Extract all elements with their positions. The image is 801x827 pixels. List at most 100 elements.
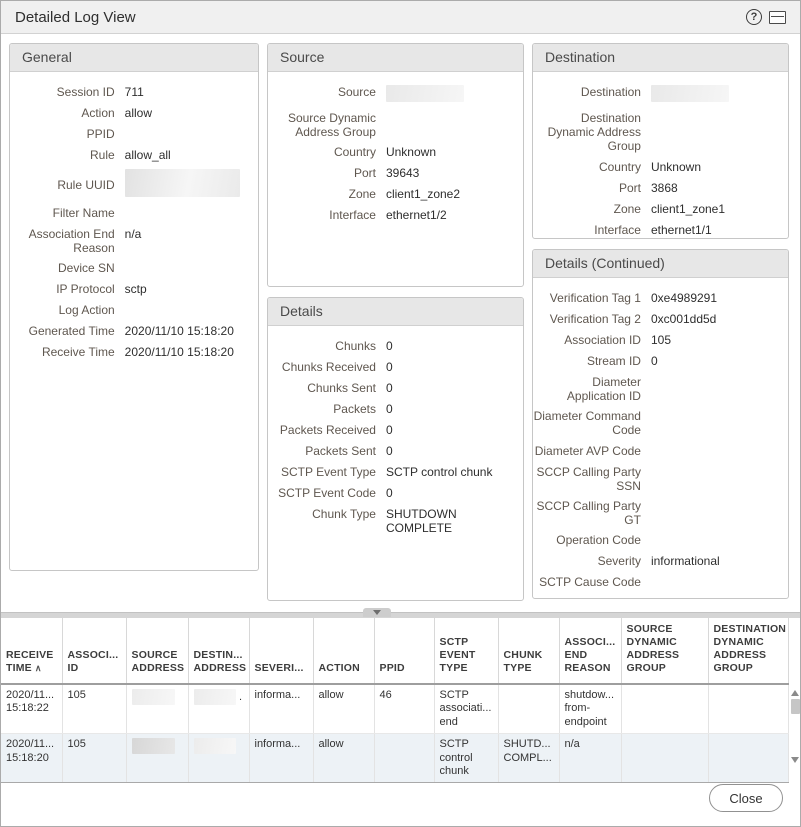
- field-value: 711: [124, 85, 144, 99]
- details-panel-body: Chunks 0 Chunks Received 0 Chunks Sent 0 Packe…: [268, 326, 523, 549]
- column-header-associ-id[interactable]: ASSOCI... ID: [62, 618, 127, 685]
- splitter-collapse-handle[interactable]: [363, 608, 391, 617]
- field-row-verification-tag-2: Verification Tag 2 0xc001dd5d: [533, 312, 784, 327]
- column-header-action[interactable]: ACTION: [313, 618, 375, 685]
- field-value: Unknown: [385, 145, 436, 160]
- field-row-zone: Zone client1_zone1: [533, 202, 784, 217]
- column-header-source-dynamic-address-group[interactable]: SOURCE DYNAMIC ADDRESS GROUP: [621, 618, 709, 685]
- field-row-chunks-sent: Chunks Sent 0: [268, 381, 519, 396]
- details-panel: Details Chunks 0 Chunks Received 0 Chunks Se…: [267, 297, 524, 601]
- field-row-receive-time: Receive Time 2020/11/10 15:18:20: [10, 345, 254, 360]
- field-row-zone: Zone client1_zone2: [268, 187, 519, 202]
- table-cell: SCTP associati... end: [434, 684, 499, 735]
- field-value: client1_zone2: [385, 187, 461, 202]
- field-row-device-sn: Device SN: [10, 261, 254, 276]
- field-row-packets-received: Packets Received 0: [268, 423, 519, 438]
- field-value: 0: [385, 423, 393, 437]
- column-header-destin-address[interactable]: DESTIN... ADDRESS: [188, 618, 250, 685]
- field-value: 2020/11/10 15:18:20: [124, 324, 234, 339]
- table-cell: allow: [313, 684, 375, 735]
- destination-panel-title: Destination: [545, 49, 616, 65]
- column-header-source-address[interactable]: SOURCE ADDRESS: [126, 618, 189, 685]
- field-row-log-action: Log Action: [10, 303, 254, 318]
- scrollbar-down-icon[interactable]: [791, 757, 799, 763]
- field-label: Severity: [597, 554, 641, 569]
- field-row-country: Country Unknown: [268, 145, 519, 160]
- source-panel: Source Source Source Dynamic Address Grou…: [267, 43, 524, 287]
- field-label: Chunks Sent: [307, 381, 376, 395]
- field-value: 0: [385, 339, 393, 353]
- titlebar-icons: ?: [746, 9, 786, 25]
- field-row-source-dynamic-address-group: Source Dynamic Address Group: [268, 111, 519, 139]
- field-value: 0: [650, 354, 658, 368]
- field-row-ip-protocol: IP Protocol sctp: [10, 282, 254, 297]
- table-row[interactable]: 2020/11... 15:18:20 105 informa... allow SCT…: [1, 733, 789, 784]
- help-icon[interactable]: ?: [746, 9, 762, 25]
- field-label: Source Dynamic Address Group: [287, 111, 376, 140]
- window-icon[interactable]: [769, 10, 786, 24]
- field-value: 3868: [650, 180, 678, 195]
- column-header-receive-time[interactable]: RECEIVE TIME ∧: [1, 618, 63, 685]
- field-row-filter-name: Filter Name: [10, 206, 254, 221]
- details-continued-panel-body: Verification Tag 1 0xe4989291 Verification…: [533, 278, 788, 598]
- field-value: n/a: [124, 227, 142, 242]
- field-label: SCTP Event Type: [281, 465, 376, 479]
- field-row-destination-dynamic-address-group: Destination Dynamic Address Group: [533, 111, 784, 153]
- field-label: Destination Dynamic Address Group: [547, 111, 641, 154]
- column-header-ppid[interactable]: PPID: [374, 618, 435, 685]
- column-header-associ-end-reason[interactable]: ASSOCI... END REASON: [559, 618, 622, 685]
- related-logs-table: RECEIVE TIME ∧ ASSOCI... ID SOURCE ADDRESS D…: [1, 618, 789, 784]
- redacted-value: [193, 738, 236, 755]
- table-cell: [126, 684, 189, 735]
- field-label: Diameter Application ID: [566, 375, 641, 404]
- details-continued-panel: Details (Continued) Verification Tag 1 0x…: [532, 249, 789, 599]
- table-row[interactable]: 2020/11... 15:18:22 105 . informa... allow 4…: [1, 684, 789, 735]
- close-button[interactable]: Close: [709, 784, 783, 812]
- field-row-diameter-application-id: Diameter Application ID: [533, 375, 784, 403]
- field-label: Interface: [594, 222, 641, 237]
- field-row-association-id: Association ID 105: [533, 333, 784, 348]
- field-label: Chunks: [335, 339, 376, 353]
- field-label: Operation Code: [556, 533, 641, 548]
- field-row-diameter-command-code: Diameter Command Code: [533, 409, 784, 437]
- field-value: informational: [650, 554, 720, 569]
- field-value: 105: [650, 333, 671, 347]
- field-row-packets-sent: Packets Sent 0: [268, 444, 519, 459]
- field-label: Chunks Received: [281, 360, 376, 374]
- field-row-rule-uuid: Rule UUID: [10, 169, 254, 200]
- field-value: sctp: [124, 282, 147, 297]
- field-value: ethernet1/2: [385, 208, 447, 223]
- field-value: client1_zone1: [650, 201, 726, 216]
- scrollbar-thumb[interactable]: [790, 699, 800, 714]
- field-row-session-id: Session ID 711: [10, 85, 254, 100]
- field-label: Generated Time: [28, 324, 115, 339]
- field-value: allow: [124, 106, 153, 120]
- general-panel-body: Session ID 711 Action allow PPID Rule allow_al…: [10, 72, 258, 374]
- field-row-sctp-event-code: SCTP Event Code 0: [268, 486, 519, 501]
- field-row-chunks: Chunks 0: [268, 339, 519, 354]
- table-cell: [374, 733, 435, 784]
- column-header-destination-dynamic-address-group[interactable]: DESTINATION DYNAMIC ADDRESS GROUP: [708, 618, 789, 685]
- column-header-sctp-event-type[interactable]: SCTP EVENT TYPE: [434, 618, 499, 685]
- column-header-severi[interactable]: SEVERI...: [249, 618, 314, 685]
- field-value: [650, 85, 784, 105]
- field-label: Port: [353, 166, 376, 181]
- details-panel-title: Details: [280, 303, 323, 319]
- column-destination-details: Destination Destination Destination Dynam…: [532, 43, 789, 599]
- field-label: Interface: [329, 208, 376, 223]
- redacted-value: [131, 689, 175, 705]
- table-cell: allow: [313, 733, 375, 784]
- general-panel-header: General: [10, 44, 258, 72]
- table-cell: informa...: [249, 684, 314, 735]
- field-label: Receive Time: [41, 345, 115, 360]
- field-row-sccp-calling-party-gt: SCCP Calling Party GT: [533, 499, 784, 527]
- column-header-chunk-type[interactable]: CHUNK TYPE: [498, 618, 560, 685]
- panel-table-splitter[interactable]: [1, 608, 800, 618]
- field-row-interface: Interface ethernet1/2: [268, 208, 519, 223]
- field-label: Log Action: [58, 303, 115, 318]
- field-row-sccp-calling-party-ssn: SCCP Calling Party SSN: [533, 465, 784, 493]
- field-value: Unknown: [650, 159, 701, 174]
- table-vertical-scrollbar[interactable]: [789, 686, 800, 767]
- field-label: Verification Tag 1: [549, 291, 641, 305]
- scrollbar-up-icon[interactable]: [791, 690, 799, 696]
